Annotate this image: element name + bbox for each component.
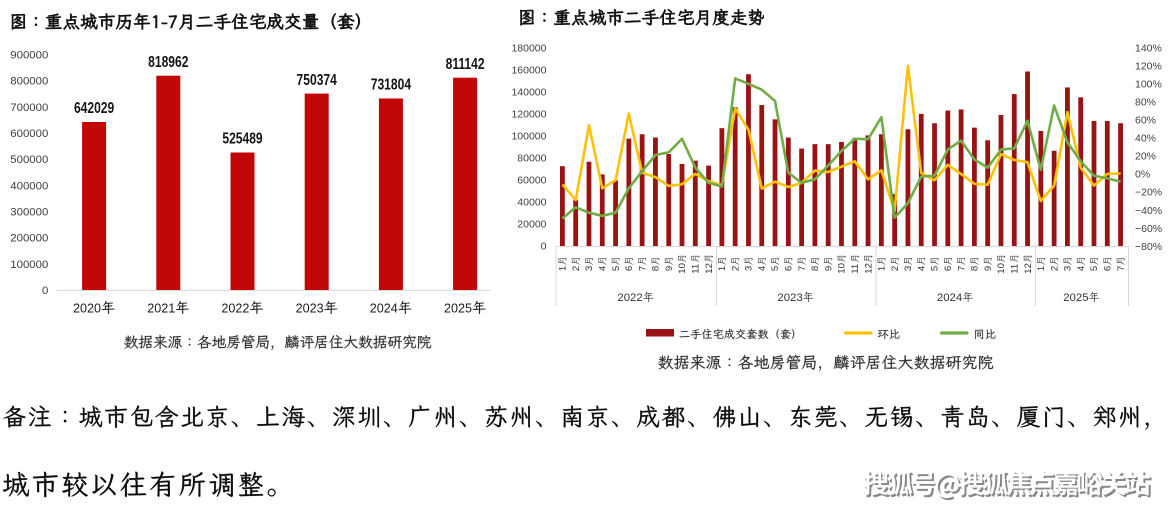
svg-text:12: 12 — [1023, 263, 1034, 274]
svg-text:600000: 600000 — [10, 128, 48, 140]
svg-text:40%: 40% — [1135, 133, 1156, 145]
svg-text:120%: 120% — [1135, 61, 1162, 73]
svg-text:1: 1 — [717, 266, 728, 271]
svg-text:3: 3 — [744, 266, 755, 271]
svg-text:0%: 0% — [1135, 169, 1150, 181]
svg-text:3: 3 — [903, 266, 914, 271]
svg-text:5: 5 — [930, 266, 941, 271]
svg-text:180000: 180000 — [511, 43, 546, 55]
svg-text:1: 1 — [1036, 266, 1047, 271]
svg-text:5: 5 — [611, 266, 622, 271]
svg-text:100000: 100000 — [10, 259, 48, 271]
svg-text:4: 4 — [757, 265, 768, 271]
svg-text:6: 6 — [624, 266, 635, 271]
svg-text:7: 7 — [1116, 266, 1127, 271]
svg-text:60000: 60000 — [517, 175, 546, 187]
svg-text:160000: 160000 — [511, 65, 546, 77]
svg-text:6: 6 — [784, 266, 795, 271]
svg-text:731804: 731804 — [371, 75, 412, 93]
svg-text:5: 5 — [770, 266, 781, 271]
svg-text:80%: 80% — [1135, 97, 1156, 109]
svg-text:1: 1 — [558, 266, 569, 271]
svg-text:2: 2 — [571, 266, 582, 271]
svg-text:2025: 2025 — [444, 302, 472, 316]
svg-text:10: 10 — [837, 263, 848, 274]
svg-text:40000: 40000 — [517, 197, 546, 209]
svg-text:2022: 2022 — [617, 292, 642, 304]
svg-text:100%: 100% — [1135, 79, 1162, 91]
svg-text:7: 7 — [637, 266, 648, 271]
svg-text:140%: 140% — [1135, 43, 1162, 55]
svg-text:800000: 800000 — [10, 76, 48, 88]
svg-text:200000: 200000 — [10, 233, 48, 245]
svg-text:2024: 2024 — [937, 292, 962, 304]
svg-text:−60%: −60% — [1135, 223, 1162, 235]
svg-text:6: 6 — [1103, 266, 1114, 271]
svg-text:8: 8 — [810, 266, 821, 271]
svg-text:2022: 2022 — [221, 302, 249, 316]
svg-text:120000: 120000 — [511, 109, 546, 121]
svg-text:11: 11 — [850, 264, 861, 274]
svg-text:2023: 2023 — [296, 302, 324, 316]
svg-text:818962: 818962 — [148, 52, 189, 70]
svg-text:12: 12 — [863, 263, 874, 274]
svg-text:12: 12 — [704, 263, 715, 274]
svg-text:7: 7 — [956, 266, 967, 271]
svg-text:−80%: −80% — [1135, 241, 1162, 253]
svg-text:700000: 700000 — [10, 102, 48, 114]
svg-text:642029: 642029 — [74, 99, 115, 117]
svg-text:100000: 100000 — [511, 131, 546, 143]
svg-text:2025: 2025 — [1063, 292, 1088, 304]
svg-text:500000: 500000 — [10, 154, 48, 166]
svg-text:9: 9 — [823, 266, 834, 271]
svg-text:8: 8 — [651, 266, 662, 271]
svg-text:7: 7 — [797, 266, 808, 271]
svg-text:2021: 2021 — [147, 302, 175, 316]
svg-text:811142: 811142 — [446, 54, 485, 72]
svg-text:4: 4 — [598, 265, 609, 271]
svg-text:9: 9 — [664, 266, 675, 271]
svg-text:5: 5 — [1089, 266, 1100, 271]
svg-text:9: 9 — [983, 266, 994, 271]
svg-text:2020: 2020 — [73, 302, 101, 316]
svg-text:10: 10 — [677, 263, 688, 274]
svg-text:0: 0 — [541, 241, 547, 253]
svg-text:11: 11 — [1010, 264, 1021, 274]
svg-text:−40%: −40% — [1135, 205, 1162, 217]
svg-text:4: 4 — [916, 265, 927, 271]
svg-text:300000: 300000 — [10, 207, 48, 219]
svg-text:2: 2 — [1049, 266, 1060, 271]
svg-text:2023: 2023 — [777, 292, 802, 304]
svg-text:750374: 750374 — [297, 70, 338, 88]
svg-text:0: 0 — [42, 285, 48, 297]
svg-text:20000: 20000 — [517, 219, 546, 231]
svg-text:60%: 60% — [1135, 115, 1156, 127]
svg-text:1: 1 — [877, 266, 888, 271]
svg-text:900000: 900000 — [10, 50, 48, 62]
svg-text:4: 4 — [1076, 265, 1087, 271]
svg-text:2: 2 — [890, 266, 901, 271]
svg-text:3: 3 — [1063, 266, 1074, 271]
svg-text:3: 3 — [584, 266, 595, 271]
svg-text:140000: 140000 — [511, 87, 546, 99]
svg-text:80000: 80000 — [517, 153, 546, 165]
svg-text:−20%: −20% — [1135, 187, 1162, 199]
svg-text:525489: 525489 — [222, 129, 263, 147]
svg-text:10: 10 — [996, 263, 1007, 274]
svg-text:20%: 20% — [1135, 151, 1156, 163]
svg-text:400000: 400000 — [10, 180, 48, 192]
svg-text:6: 6 — [943, 266, 954, 271]
svg-text:11: 11 — [691, 264, 702, 274]
svg-text:8: 8 — [970, 266, 981, 271]
svg-text:2024: 2024 — [370, 302, 398, 316]
svg-text:2: 2 — [730, 266, 741, 271]
